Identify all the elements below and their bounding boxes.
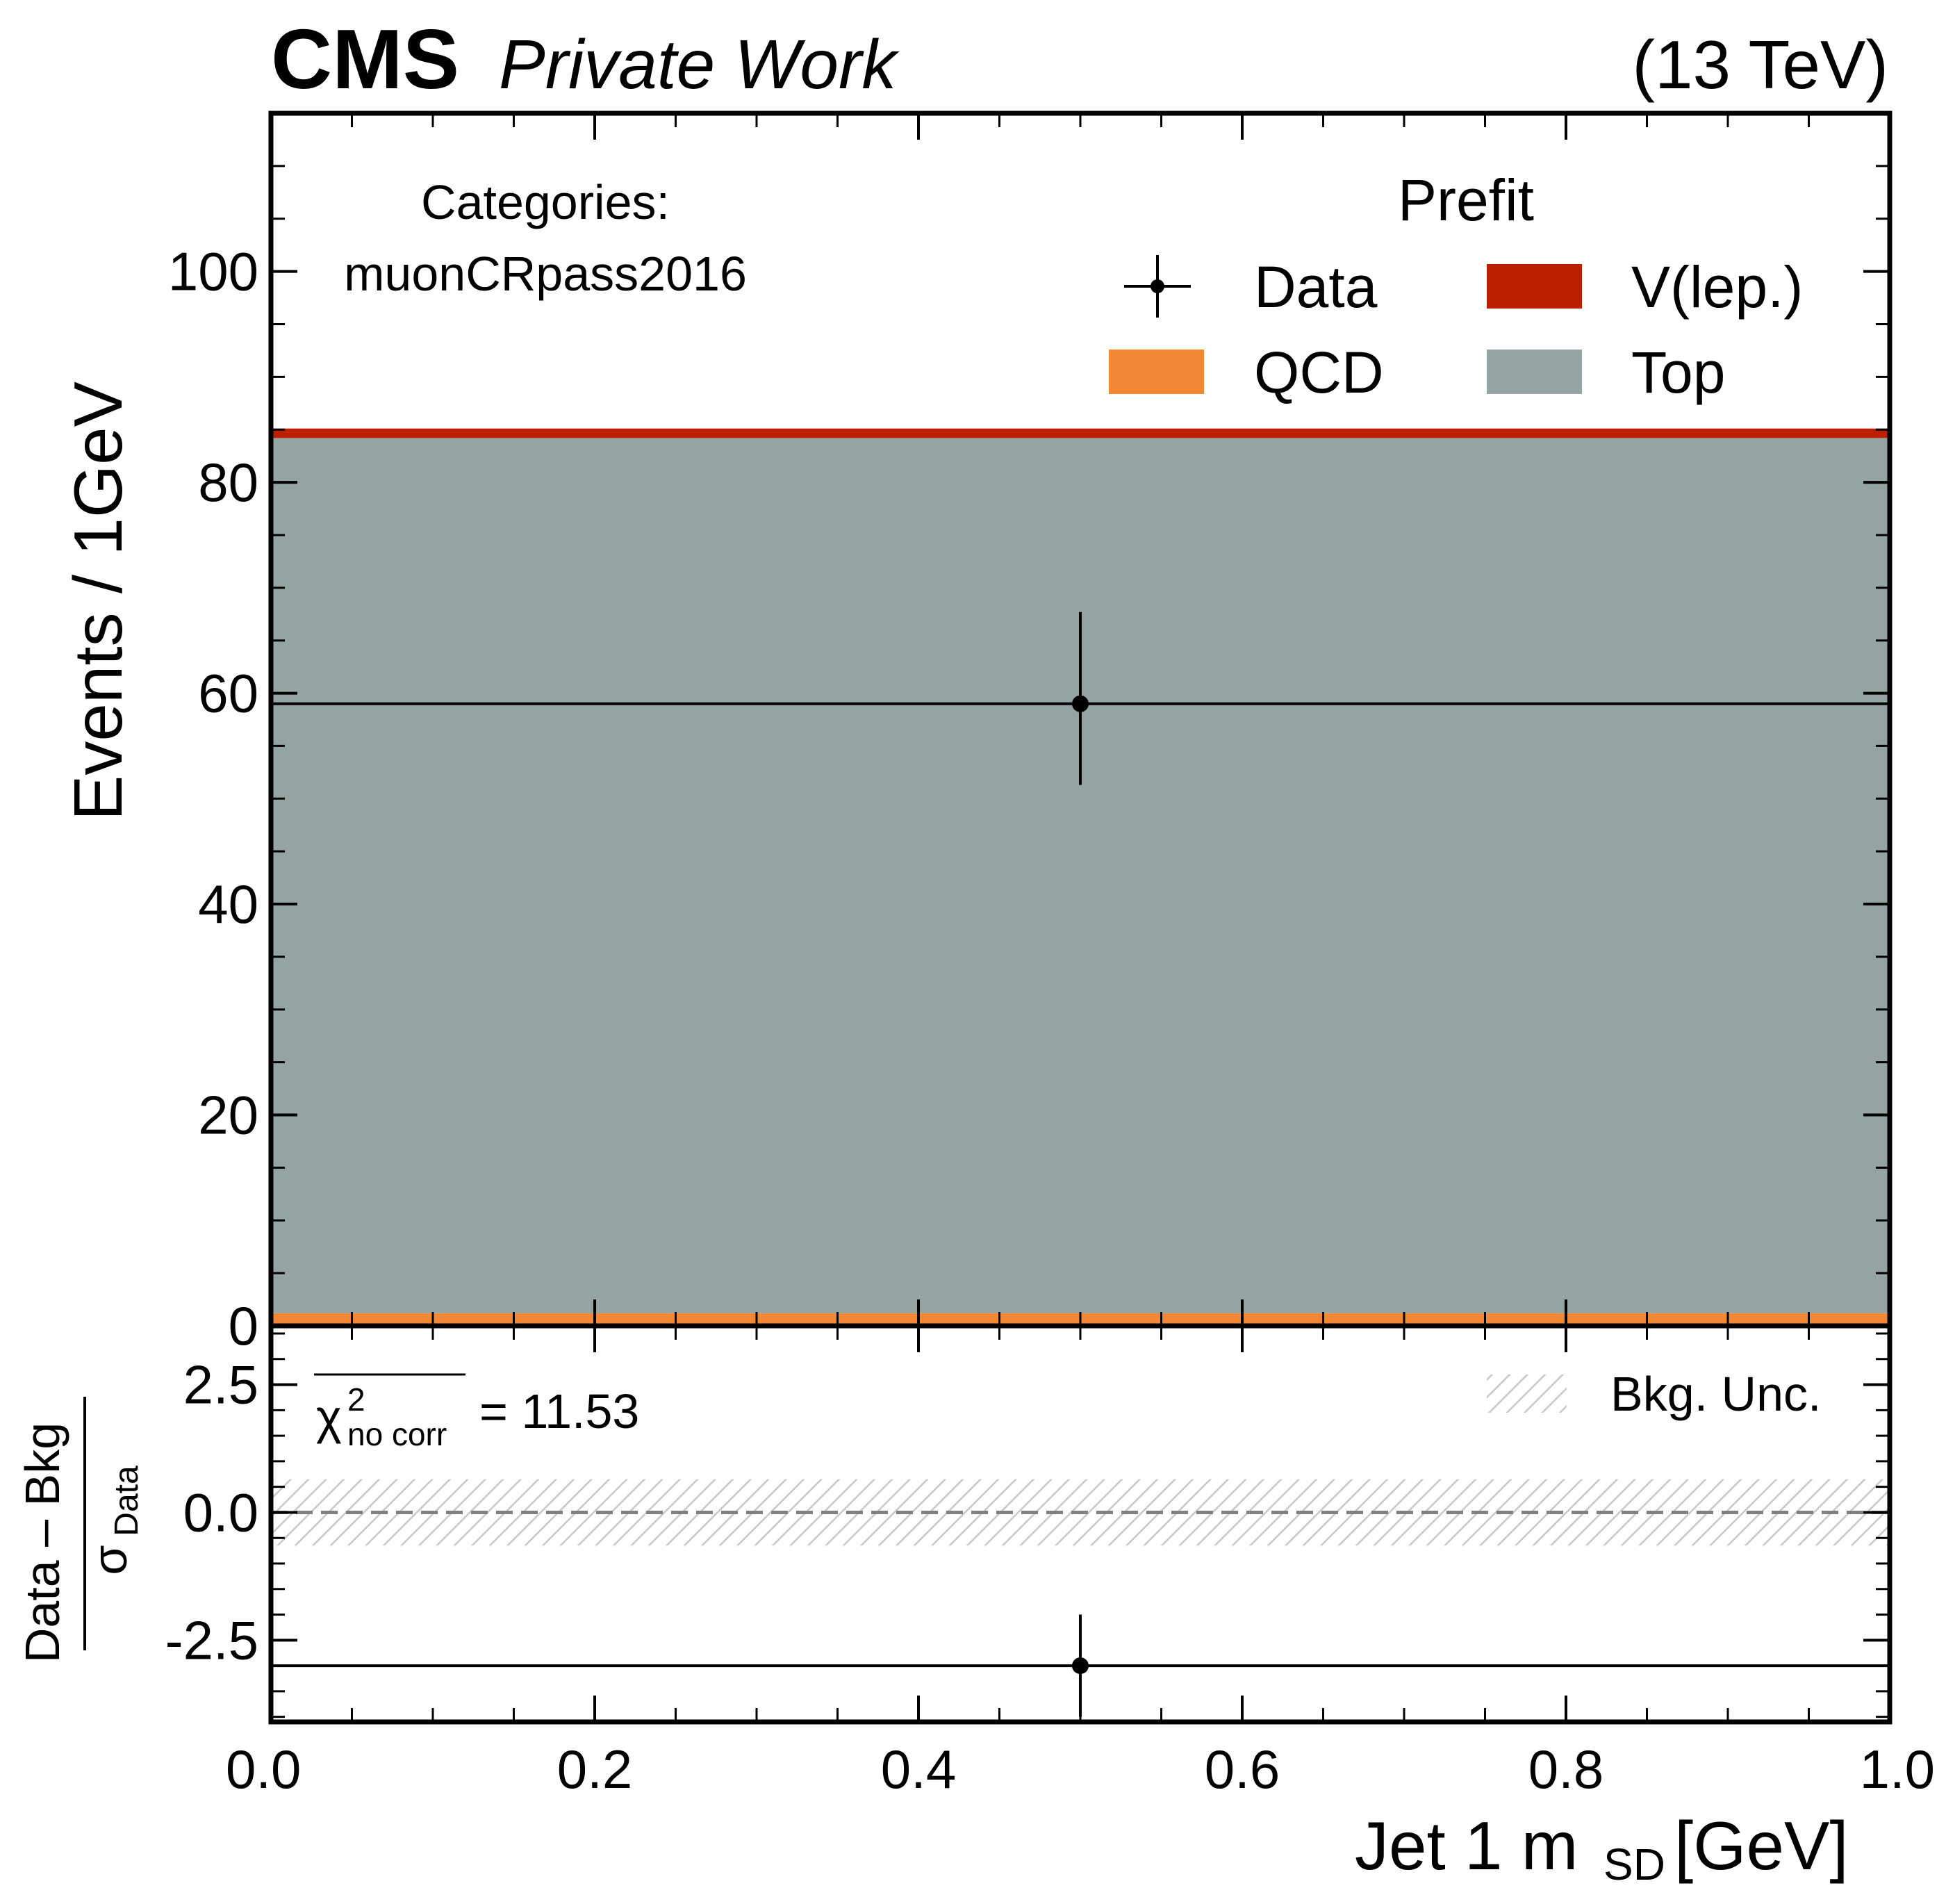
ratio-xtick-label: 0.4 xyxy=(881,1739,956,1800)
ratio-xtick-label: 1.0 xyxy=(1860,1739,1935,1800)
ratio-xtick-label: 0.0 xyxy=(226,1739,301,1800)
categories-value: muonCRpass2016 xyxy=(344,247,747,301)
energy-label: (13 TeV) xyxy=(1632,26,1888,103)
ratio-y-axis-label: Data – Bkg σ Data xyxy=(15,1397,145,1663)
ratio-axes-frame xyxy=(268,1323,1893,1725)
cms-label: CMS xyxy=(271,12,459,106)
stack-bar-v-lep xyxy=(271,428,1890,438)
ratio-data-layer xyxy=(271,1614,1890,1717)
legend-label-data: Data xyxy=(1254,254,1378,320)
legend-entry-top: Top xyxy=(1487,340,1725,405)
main-ticks: 0 20 40 60 80 100 xyxy=(168,113,1891,1356)
legend-label-qcd: QCD xyxy=(1254,340,1384,405)
legend-swatch-qcd xyxy=(1109,350,1204,394)
main-data-layer xyxy=(271,612,1890,785)
ratio-point-marker xyxy=(1072,1657,1089,1675)
main-ytick-label: 40 xyxy=(198,873,258,935)
ratio-ylabel-numerator: Data – Bkg xyxy=(15,1422,69,1663)
chi2-superscript: 2 xyxy=(347,1381,365,1418)
ratio-ytick-label: 0.0 xyxy=(183,1482,258,1543)
main-ytick-label: 20 xyxy=(198,1085,258,1146)
ratio-legend-label: Bkg. Unc. xyxy=(1610,1367,1821,1421)
legend-entry-data: Data xyxy=(1124,254,1378,320)
legend-entry-vlep: V(lep.) xyxy=(1487,254,1803,320)
legend-label-vlep: V(lep.) xyxy=(1631,254,1803,320)
private-work-label: Private Work xyxy=(499,26,900,104)
legend-data-marker xyxy=(1151,279,1164,293)
main-ytick-label: 60 xyxy=(198,663,258,724)
x-axis-label: Jet 1 m SD [GeV] xyxy=(1355,1807,1849,1889)
ratio-legend: Bkg. Unc. xyxy=(1487,1367,1821,1421)
ratio-ylabel-denominator-sub: Data xyxy=(108,1466,145,1536)
main-ytick-label: 80 xyxy=(198,452,258,513)
main-ytick-label: 100 xyxy=(168,241,258,302)
legend-swatch-top xyxy=(1487,350,1582,394)
chi2-value: = 11.53 xyxy=(479,1384,639,1438)
categories-title: Categories: xyxy=(421,175,670,229)
ratio-xtick-label: 0.2 xyxy=(557,1739,632,1800)
legend: Prefit Data V(lep.) QCD Top xyxy=(1109,167,1803,405)
main-ytick-label: 0 xyxy=(229,1295,258,1356)
x-axis-label-unit: [GeV] xyxy=(1674,1807,1849,1884)
chi2-annotation: χ 2 no corr = 11.53 xyxy=(314,1373,639,1452)
main-stack-layer xyxy=(271,428,1890,1326)
legend-label-top: Top xyxy=(1631,340,1725,405)
legend-entry-qcd: QCD xyxy=(1109,340,1384,405)
ratio-ytick-label: 2.5 xyxy=(183,1354,258,1415)
data-point-marker xyxy=(1072,695,1089,712)
ratio-ylabel-denominator: σ xyxy=(83,1545,137,1575)
legend-title: Prefit xyxy=(1398,167,1534,233)
ratio-legend-hatch-swatch xyxy=(1487,1374,1567,1413)
ratio-band-layer xyxy=(271,1479,1890,1546)
x-axis-label-sub: SD xyxy=(1603,1839,1665,1889)
stack-bar-top xyxy=(271,438,1890,1313)
ratio-xtick-label: 0.8 xyxy=(1528,1739,1603,1800)
x-axis-label-main: Jet 1 m xyxy=(1355,1807,1578,1884)
chi2-symbol: χ xyxy=(316,1390,342,1444)
legend-swatch-vlep xyxy=(1487,264,1582,309)
ratio-xtick-label: 0.6 xyxy=(1205,1739,1280,1800)
ratio-ticks: 0.0 0.2 0.4 0.6 0.8 1.0 -2.5 0.0 2.5 xyxy=(165,1326,1935,1800)
ratio-ytick-label: -2.5 xyxy=(165,1609,258,1671)
chi2-subscript: no corr xyxy=(347,1416,447,1452)
main-y-axis-label: Events / 1GeV xyxy=(60,381,136,821)
